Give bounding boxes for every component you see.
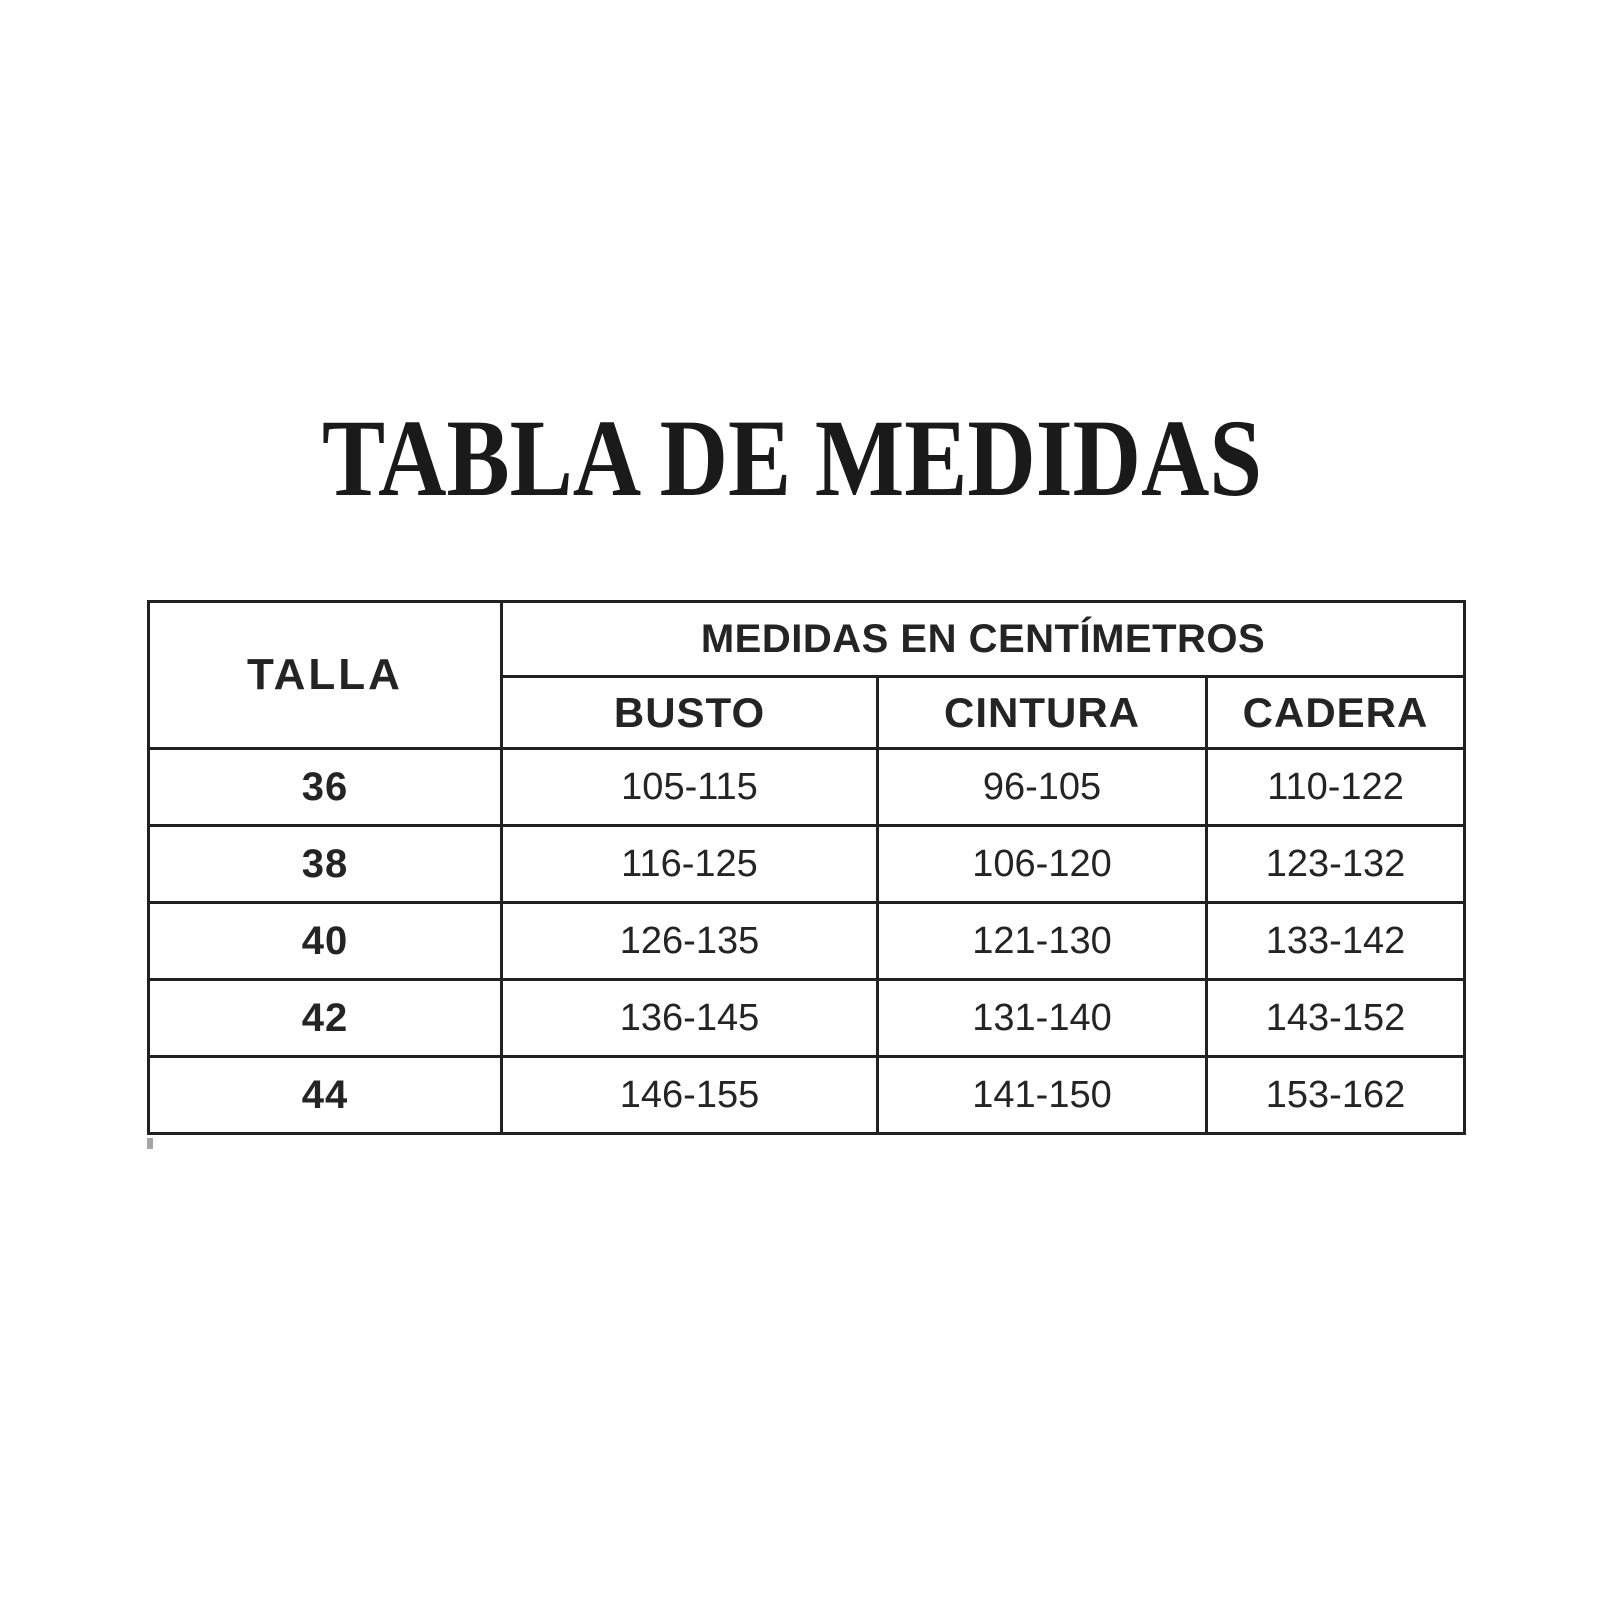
cadera-value: 153-162 [1204, 1055, 1467, 1135]
cadera-value: 123-132 [1204, 824, 1467, 904]
busto-value: 116-125 [500, 824, 879, 904]
table-row: 42 136-145 131-140 143-152 [147, 978, 1467, 1058]
busto-value: 136-145 [500, 978, 879, 1058]
column-group-header-medidas: MEDIDAS EN CENTÍMETROS [499, 600, 1467, 678]
table-header-row-group: TALLA MEDIDAS EN CENTÍMETROS [147, 600, 1467, 750]
cadera-value: 143-152 [1204, 978, 1467, 1058]
busto-value: 126-135 [500, 901, 879, 981]
page-title-container: TABLA DE MEDIDAS [322, 398, 1262, 519]
column-header-talla: TALLA [147, 600, 503, 750]
cintura-value: 96-105 [876, 747, 1208, 827]
talla-value: 42 [147, 978, 503, 1058]
column-header-cintura: CINTURA [876, 675, 1208, 750]
talla-value: 40 [147, 901, 503, 981]
busto-value: 146-155 [500, 1055, 879, 1135]
scan-artifact-mark [147, 1138, 153, 1149]
page-title: TABLA DE MEDIDAS [322, 398, 1262, 519]
busto-value: 105-115 [500, 747, 879, 827]
table-row: 36 105-115 96-105 110-122 [147, 747, 1467, 827]
talla-value: 44 [147, 1055, 503, 1135]
cadera-value: 110-122 [1204, 747, 1467, 827]
table-row: 44 146-155 141-150 153-162 [147, 1055, 1467, 1135]
size-chart-table: TALLA MEDIDAS EN CENTÍMETROS BUSTO CINTU… [147, 600, 1467, 1135]
table-row: 40 126-135 121-130 133-142 [147, 901, 1467, 981]
cintura-value: 141-150 [876, 1055, 1208, 1135]
column-header-busto: BUSTO [500, 675, 879, 750]
table-row: 38 116-125 106-120 123-132 [147, 824, 1467, 904]
cadera-value: 133-142 [1204, 901, 1467, 981]
table-header-row-sub: BUSTO CINTURA CADERA [149, 675, 1467, 750]
cintura-value: 131-140 [876, 978, 1208, 1058]
column-header-cadera: CADERA [1204, 675, 1467, 750]
talla-value: 36 [147, 747, 503, 827]
talla-value: 38 [147, 824, 503, 904]
cintura-value: 106-120 [876, 824, 1208, 904]
cintura-value: 121-130 [876, 901, 1208, 981]
